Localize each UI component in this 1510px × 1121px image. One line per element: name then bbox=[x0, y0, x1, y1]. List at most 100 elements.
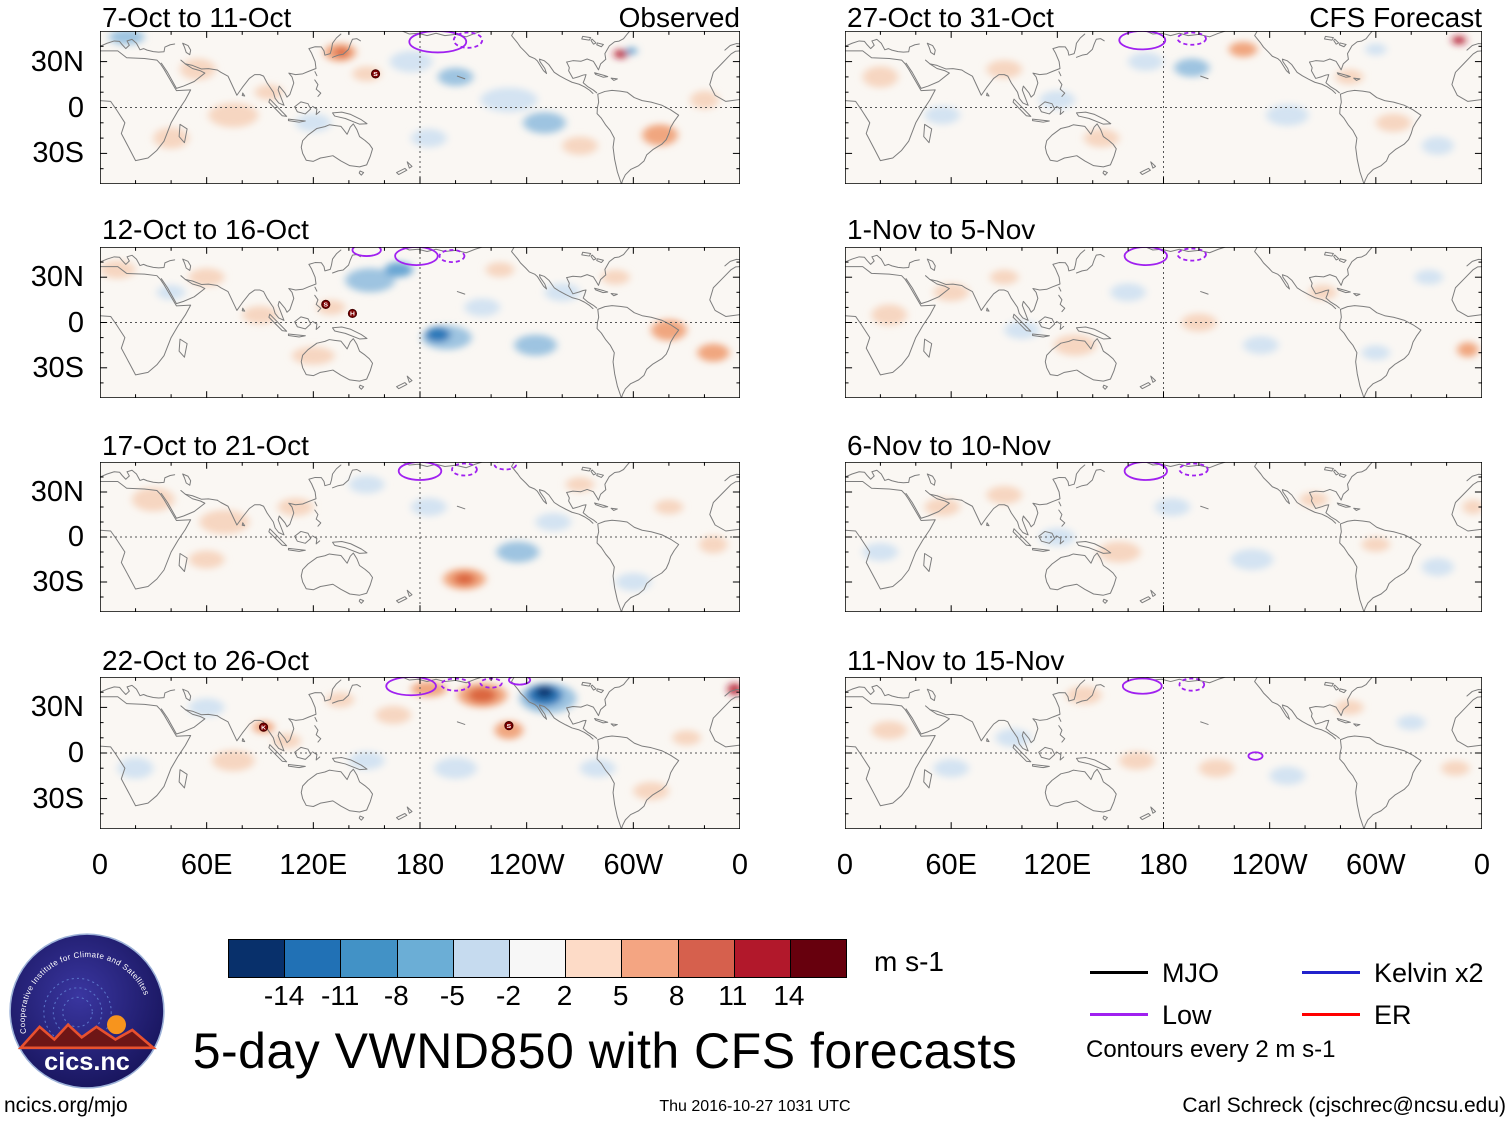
panel-title-7: 11-Nov to 15-Nov bbox=[847, 645, 1065, 676]
colorbar-tick-label: -14 bbox=[263, 980, 305, 1011]
xtick: 60W bbox=[603, 849, 664, 881]
xaxis-right: 0 60E 120E 180 120W 60W 0 bbox=[837, 847, 1490, 885]
colorbar-tick-label: -2 bbox=[496, 980, 521, 1011]
ytick-30n: 30N bbox=[30, 691, 84, 724]
colorbar bbox=[228, 939, 847, 978]
tropical-cyclone-marker: S bbox=[371, 70, 379, 78]
footer-url: ncics.org/mjo bbox=[4, 1094, 128, 1117]
ytick-30n: 30N bbox=[30, 261, 84, 294]
xtick: 0 bbox=[731, 849, 749, 881]
panel-title-2: 17-Oct to 21-Oct bbox=[102, 430, 309, 461]
tropical-cyclone-marker: K bbox=[259, 723, 267, 731]
low-line-swatch bbox=[1090, 1013, 1148, 1016]
ytick-30s: 30S bbox=[32, 782, 84, 815]
colorbar-cell bbox=[790, 940, 847, 977]
xtick: 60E bbox=[180, 849, 233, 881]
panel-title-4: 27-Oct to 31-Oct bbox=[847, 2, 1054, 33]
ytick-0: 0 bbox=[67, 91, 84, 124]
tropical-cyclone-marker: S bbox=[322, 300, 330, 308]
map-forecast-4 bbox=[845, 677, 1482, 829]
kelvin-line-swatch bbox=[1302, 971, 1360, 974]
figure-title: 5-day VWND850 with CFS forecasts bbox=[192, 1023, 1018, 1079]
logo-mountains-icon bbox=[17, 1022, 157, 1050]
tropical-cyclone-marker: S bbox=[505, 722, 513, 730]
footer-credit: Carl Schreck (cjschrec@ncsu.edu) bbox=[1182, 1094, 1506, 1117]
colorbar-tick-label: 11 bbox=[718, 980, 748, 1011]
panel-title-0: 7-Oct to 11-Oct bbox=[102, 2, 292, 33]
xtick: 180 bbox=[1139, 849, 1188, 881]
svg-text:S: S bbox=[324, 302, 328, 308]
yaxis-row-1: 30N 0 30S bbox=[0, 31, 92, 184]
ytick-30s: 30S bbox=[32, 351, 84, 384]
legend-item-low: Low bbox=[1090, 1000, 1290, 1030]
ytick-0: 0 bbox=[67, 521, 84, 553]
panel-title-1: 12-Oct to 16-Oct bbox=[102, 214, 309, 245]
svg-text:S: S bbox=[373, 71, 378, 77]
xtick: 0 bbox=[836, 849, 854, 881]
colorbar-tick-label: 2 bbox=[556, 980, 573, 1011]
colorbar-labels: -14 -11 -8 -5 -2 2 5 8 11 14 bbox=[228, 982, 845, 1012]
xtick: 0 bbox=[1473, 849, 1491, 881]
observed-label: Observed bbox=[618, 2, 740, 33]
xtick: 120E bbox=[1023, 849, 1092, 881]
map-canvas bbox=[845, 247, 1482, 398]
tropical-cyclone-marker: H bbox=[348, 309, 356, 317]
legend-label-kelvin: Kelvin x2 bbox=[1374, 958, 1484, 988]
svg-text:H: H bbox=[350, 311, 355, 317]
colorbar-cell bbox=[229, 940, 286, 977]
legend-item-mjo: MJO bbox=[1090, 958, 1290, 988]
legend-label-low: Low bbox=[1162, 1000, 1212, 1030]
ytick-0: 0 bbox=[67, 737, 84, 769]
ytick-0: 0 bbox=[67, 306, 84, 339]
xtick: 120W bbox=[488, 849, 565, 881]
map-observed-1: S bbox=[100, 29, 740, 184]
panel-title-6: 6-Nov to 10-Nov bbox=[847, 430, 1051, 461]
colorbar-cell bbox=[509, 940, 567, 977]
map-canvas bbox=[100, 462, 740, 612]
colorbar-cell bbox=[397, 940, 454, 977]
colorbar-tick-label: -11 bbox=[320, 980, 360, 1011]
colorbar-cell bbox=[622, 940, 679, 977]
map-forecast-2 bbox=[845, 247, 1482, 398]
ytick-30n: 30N bbox=[30, 476, 84, 508]
colorbar-cell bbox=[453, 940, 510, 977]
map-observed-3 bbox=[100, 462, 740, 612]
xtick: 180 bbox=[395, 849, 445, 881]
legend-item-kelvin: Kelvin x2 bbox=[1302, 958, 1510, 988]
xtick: 60W bbox=[1345, 849, 1406, 881]
yaxis-row-3: 30N 0 30S bbox=[0, 462, 92, 612]
ytick-30n: 30N bbox=[30, 45, 84, 78]
ytick-30s: 30S bbox=[32, 137, 84, 170]
logo-circle bbox=[9, 933, 165, 1089]
ytick-30s: 30S bbox=[32, 566, 84, 598]
cics-nc-logo: cics.nc Cooperative Institute for Climat… bbox=[9, 933, 165, 1089]
colorbar-cell bbox=[734, 940, 791, 977]
colorbar-cell bbox=[341, 940, 398, 977]
colorbar-cell bbox=[678, 940, 735, 977]
yaxis-row-4: 30N 0 30S bbox=[0, 677, 92, 829]
colorbar-tick-label: -8 bbox=[383, 980, 409, 1011]
er-line-swatch bbox=[1302, 1013, 1360, 1016]
colorbar-tick-label: 5 bbox=[612, 980, 629, 1011]
logo-sun-icon bbox=[107, 1015, 126, 1035]
colorbar-units: m s-1 bbox=[874, 946, 944, 977]
colorbar-cells bbox=[229, 940, 847, 977]
colorbar-tick-label: 8 bbox=[668, 980, 685, 1011]
colorbar-cell bbox=[285, 940, 342, 977]
legend-label-er: ER bbox=[1374, 1000, 1412, 1030]
mjo-line-swatch bbox=[1090, 971, 1148, 974]
map-forecast-3 bbox=[845, 462, 1484, 612]
svg-text:S: S bbox=[507, 723, 512, 729]
map-canvas bbox=[845, 31, 1482, 184]
legend-note: Contours every 2 m s-1 bbox=[1086, 1036, 1336, 1063]
map-canvas: S bbox=[100, 29, 740, 184]
map-canvas bbox=[845, 677, 1482, 829]
xtick: 60E bbox=[925, 849, 977, 881]
panel-title-5: 1-Nov to 5-Nov bbox=[847, 214, 1036, 245]
xaxis-left: 0 60E 120E 180 120W 60W 0 bbox=[92, 847, 748, 885]
svg-text:K: K bbox=[261, 725, 266, 731]
